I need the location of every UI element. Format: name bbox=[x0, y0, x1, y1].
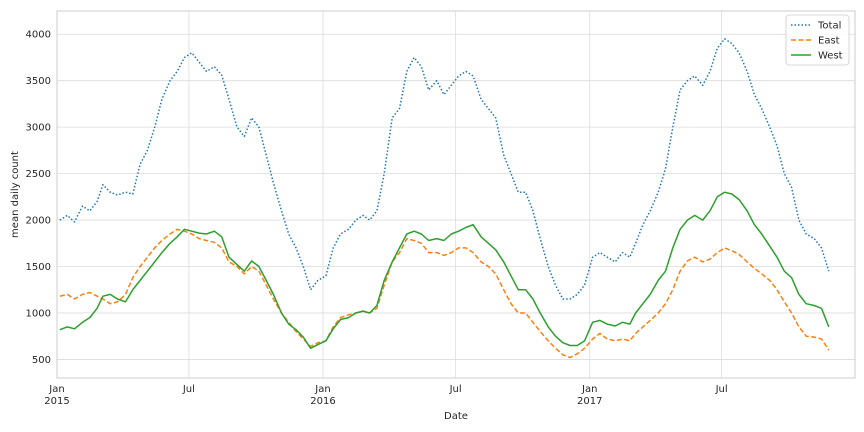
x-tick-label: Jul bbox=[182, 384, 195, 395]
y-tick-label: 500 bbox=[32, 355, 51, 366]
y-tick-label: 3000 bbox=[26, 123, 51, 134]
x-tick-label: Jul bbox=[715, 384, 728, 395]
legend: Total East West bbox=[785, 14, 850, 66]
legend-box bbox=[785, 14, 850, 66]
y-tick-label: 1500 bbox=[26, 262, 51, 273]
y-axis-label: mean daily count bbox=[10, 151, 21, 238]
x-tick-label: Jan bbox=[48, 384, 64, 395]
legend-label-total: Total bbox=[817, 21, 841, 32]
series-line-total bbox=[59, 38, 830, 300]
x-axis-label: Date bbox=[444, 411, 468, 422]
y-tick-label: 1000 bbox=[26, 308, 51, 319]
plot-frame bbox=[56, 10, 856, 379]
legend-label-east: East bbox=[818, 36, 840, 47]
x-tick-label: Jan bbox=[581, 384, 597, 395]
series-layer bbox=[59, 38, 830, 359]
x-tick-label: Jul bbox=[449, 384, 462, 395]
series-line-west bbox=[59, 191, 830, 350]
x-tick-year-label: 2016 bbox=[310, 396, 335, 407]
x-tick-year-label: 2017 bbox=[577, 396, 602, 407]
legend-label-west: West bbox=[818, 51, 843, 62]
y-tick-label: 2500 bbox=[26, 169, 51, 180]
y-tick-label: 3500 bbox=[26, 76, 51, 87]
axes-spines bbox=[56, 10, 856, 379]
y-tick-label: 2000 bbox=[26, 216, 51, 227]
x-tick-label: Jan bbox=[314, 384, 330, 395]
y-axis-ticks: 500 1000 1500 2000 2500 3000 3500 4000 bbox=[26, 30, 51, 366]
x-tick-year-label: 2015 bbox=[44, 396, 69, 407]
y-tick-label: 4000 bbox=[26, 30, 51, 41]
series-line-east bbox=[59, 228, 830, 359]
